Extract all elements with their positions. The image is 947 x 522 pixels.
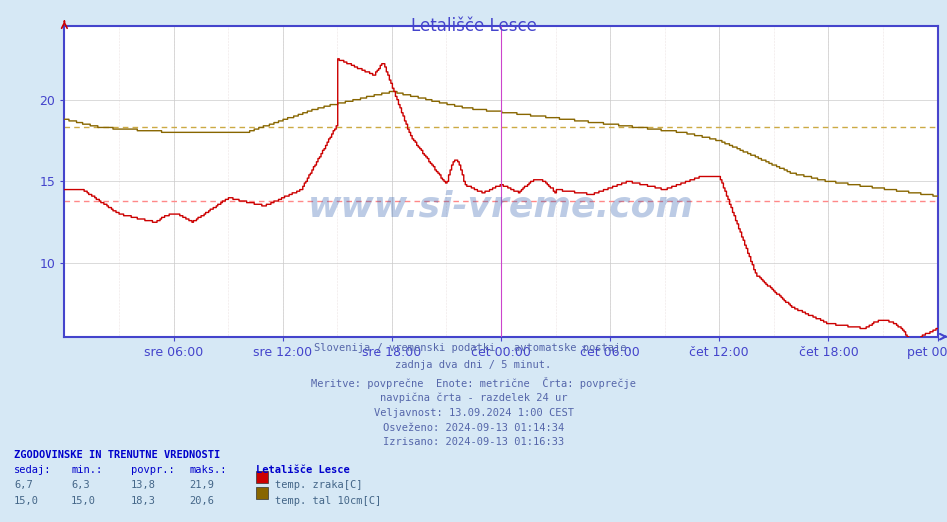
Text: 20,6: 20,6 xyxy=(189,496,214,506)
Text: 6,7: 6,7 xyxy=(14,480,33,490)
Text: povpr.:: povpr.: xyxy=(131,465,174,474)
Text: 13,8: 13,8 xyxy=(131,480,155,490)
Text: maks.:: maks.: xyxy=(189,465,227,474)
Text: zadnja dva dni / 5 minut.: zadnja dva dni / 5 minut. xyxy=(396,360,551,370)
Text: 6,3: 6,3 xyxy=(71,480,90,490)
Text: Slovenija / vremenski podatki - avtomatske postaje.: Slovenija / vremenski podatki - avtomats… xyxy=(314,343,633,353)
Text: temp. tal 10cm[C]: temp. tal 10cm[C] xyxy=(275,496,381,506)
Text: ZGODOVINSKE IN TRENUTNE VREDNOSTI: ZGODOVINSKE IN TRENUTNE VREDNOSTI xyxy=(14,450,221,460)
Text: Osveženo: 2024-09-13 01:14:34: Osveženo: 2024-09-13 01:14:34 xyxy=(383,423,564,433)
Text: 18,3: 18,3 xyxy=(131,496,155,506)
Text: www.si-vreme.com: www.si-vreme.com xyxy=(308,189,694,223)
Text: temp. zraka[C]: temp. zraka[C] xyxy=(275,480,362,490)
Text: Veljavnost: 13.09.2024 1:00 CEST: Veljavnost: 13.09.2024 1:00 CEST xyxy=(373,408,574,418)
Text: Letališče Lesce: Letališče Lesce xyxy=(411,17,536,35)
Text: min.:: min.: xyxy=(71,465,102,474)
Text: 15,0: 15,0 xyxy=(71,496,96,506)
Text: Letališče Lesce: Letališče Lesce xyxy=(256,465,349,474)
Text: sedaj:: sedaj: xyxy=(14,465,52,474)
Text: Meritve: povprečne  Enote: metrične  Črta: povprečje: Meritve: povprečne Enote: metrične Črta:… xyxy=(311,377,636,389)
Text: 21,9: 21,9 xyxy=(189,480,214,490)
Text: 15,0: 15,0 xyxy=(14,496,39,506)
Text: Izrisano: 2024-09-13 01:16:33: Izrisano: 2024-09-13 01:16:33 xyxy=(383,437,564,447)
Text: navpična črta - razdelek 24 ur: navpična črta - razdelek 24 ur xyxy=(380,393,567,403)
